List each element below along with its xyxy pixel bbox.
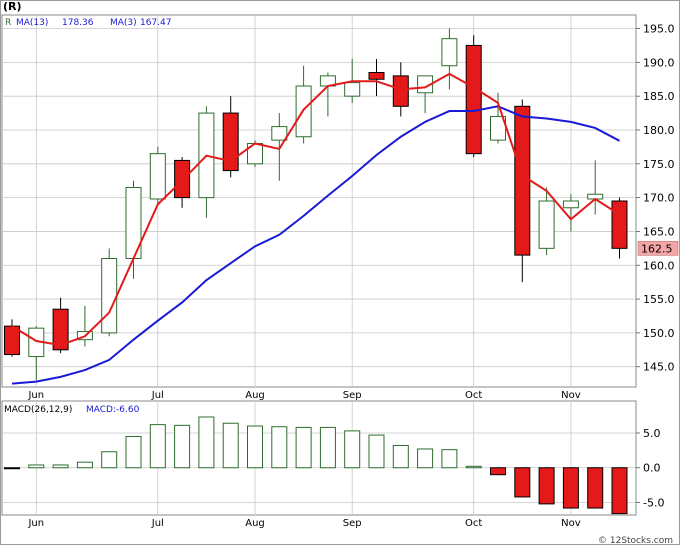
x-axis-months-price: Jun Jul Aug Sep Oct Nov: [27, 390, 580, 401]
macd-tick-label: 0.0: [643, 462, 661, 475]
candles: [4, 28, 628, 381]
macd-bar: [271, 426, 288, 469]
macd-bar: [52, 464, 69, 469]
month-label: Sep: [343, 390, 362, 401]
macd-bar: [465, 465, 482, 469]
ma3-line: [11, 72, 621, 347]
macd-bar: [417, 448, 434, 469]
macd-tick-label: -5.0: [643, 496, 664, 509]
price-tick-label: 190.0: [643, 56, 675, 69]
credit-text: © 12Stocks.com: [598, 536, 673, 546]
macd-bar: [514, 467, 531, 498]
macd-bar: [319, 426, 336, 469]
price-tick-label: 145.0: [643, 361, 675, 374]
macd-bar: [198, 416, 215, 469]
macd-tick-label: 5.0: [643, 427, 661, 440]
macd-bar: [4, 467, 20, 470]
macd-bar: [125, 435, 142, 469]
candle-body: [465, 44, 482, 155]
ticker-label: (R): [3, 0, 22, 13]
month-label: Aug: [245, 390, 265, 401]
price-tick-label: 160.0: [643, 259, 675, 272]
candle-body: [344, 82, 361, 97]
macd-bar: [174, 424, 191, 469]
month-label: Oct: [465, 518, 482, 529]
month-label: Sep: [343, 518, 362, 529]
month-label: Oct: [465, 390, 482, 401]
ma13-line: [11, 105, 620, 385]
macd-bar: [562, 467, 579, 509]
candle-body: [514, 105, 531, 256]
macd-bar: [101, 451, 118, 469]
candle-body: [101, 257, 118, 334]
month-label: Jun: [27, 390, 44, 401]
price-tick-label: 150.0: [643, 327, 675, 340]
month-label: Nov: [561, 518, 581, 529]
candle-body: [174, 159, 191, 199]
month-label: Jul: [151, 518, 164, 529]
macd-bar: [28, 464, 45, 469]
price-tick-label: 155.0: [643, 293, 675, 306]
price-tick-label: 185.0: [643, 90, 675, 103]
last-price-badge: 162.5: [637, 241, 679, 256]
macd-bar: [490, 467, 506, 476]
candle-body: [149, 153, 166, 200]
macd-bar: [392, 444, 409, 469]
macd-bar: [344, 430, 361, 469]
candle-body: [368, 71, 385, 80]
price-panel: 145.0 150.0 155.0 160.0 165.0 170.0 175.0 180.0…: [1, 14, 679, 388]
macd-bar: [587, 467, 604, 509]
macd-bar: [222, 422, 239, 469]
macd-bars: [4, 416, 628, 515]
candle-body: [271, 126, 288, 141]
candle-body: [441, 38, 458, 67]
month-label: Nov: [561, 390, 581, 401]
macd-bar: [295, 426, 312, 469]
month-label: Jul: [151, 390, 164, 401]
macd-bar: [247, 425, 263, 469]
ma3-legend-label: MA(3): [110, 18, 137, 28]
ma13-legend-value: 178.36: [62, 18, 94, 28]
price-tick-label: 165.0: [643, 225, 675, 238]
ma3-legend-value: 167.47: [140, 18, 172, 28]
macd-y-axis: 5.0 0.0 -5.0: [636, 427, 664, 509]
macd-bar: [441, 449, 458, 469]
price-tick-label: 180.0: [643, 124, 675, 137]
candle-body: [562, 200, 579, 209]
ma13-legend-label: MA(13): [16, 18, 48, 28]
price-tick-label: 175.0: [643, 158, 675, 171]
candle-body: [222, 112, 239, 172]
month-label: Jun: [27, 518, 44, 529]
macd-bar: [611, 467, 628, 515]
macd-bar: [149, 424, 166, 469]
macd-panel: 5.0 0.0 -5.0: [1, 400, 664, 516]
macd-bar: [538, 467, 555, 505]
x-axis-months-macd: Jun Jul Aug Sep Oct Nov: [27, 518, 580, 529]
macd-label: MACD(26,12,9): [4, 405, 72, 415]
price-y-axis: 145.0 150.0 155.0 160.0 165.0 170.0 175.0 180.0…: [636, 23, 675, 374]
macd-bar: [368, 434, 385, 469]
macd-bar: [76, 461, 93, 469]
candle-body: [611, 200, 628, 249]
month-label: Aug: [245, 518, 265, 529]
legend-prefix: R: [5, 18, 11, 28]
candle-body: [538, 200, 555, 249]
candle-body: [392, 75, 409, 107]
macd-value-label: MACD:-6.60: [86, 405, 140, 415]
price-tick-label: 170.0: [643, 192, 675, 205]
candle-body: [52, 308, 69, 351]
last-price-value: 162.5: [641, 242, 673, 255]
price-tick-label: 195.0: [643, 23, 675, 36]
